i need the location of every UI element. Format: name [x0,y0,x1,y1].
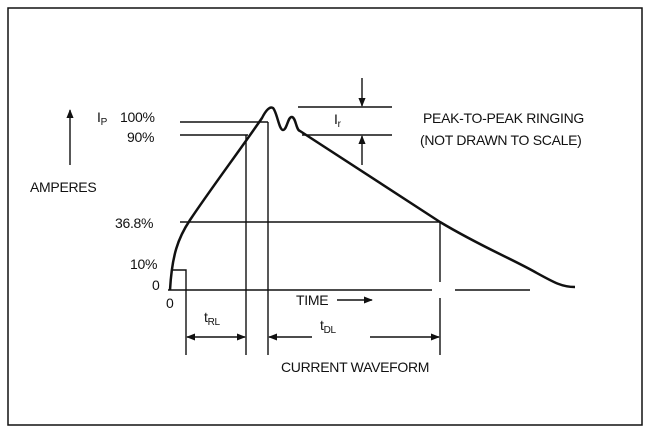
zero-y: 0 [152,277,160,293]
frame [7,7,643,426]
waveform [168,106,576,291]
pct-36-8: 36.8% [115,215,153,231]
note-line: (NOT DRAWN TO SCALE) [420,132,582,148]
note-line: PEAK-TO-PEAK RINGING [423,110,584,126]
caption: CURRENT WAVEFORM [281,359,429,375]
ringing-label: Ir [334,111,342,130]
time-label: TIME [296,292,328,308]
pct-90: 90% [127,129,154,145]
pct-10: 10% [130,256,157,272]
rise-label: tRL [204,309,221,328]
guides [66,78,530,355]
decay-label: tDL [320,317,337,336]
peak-label: IP [97,109,108,128]
zero-x: 0 [166,295,174,311]
axis-label: AMPERES [30,179,96,195]
pct-100: 100% [120,109,155,125]
